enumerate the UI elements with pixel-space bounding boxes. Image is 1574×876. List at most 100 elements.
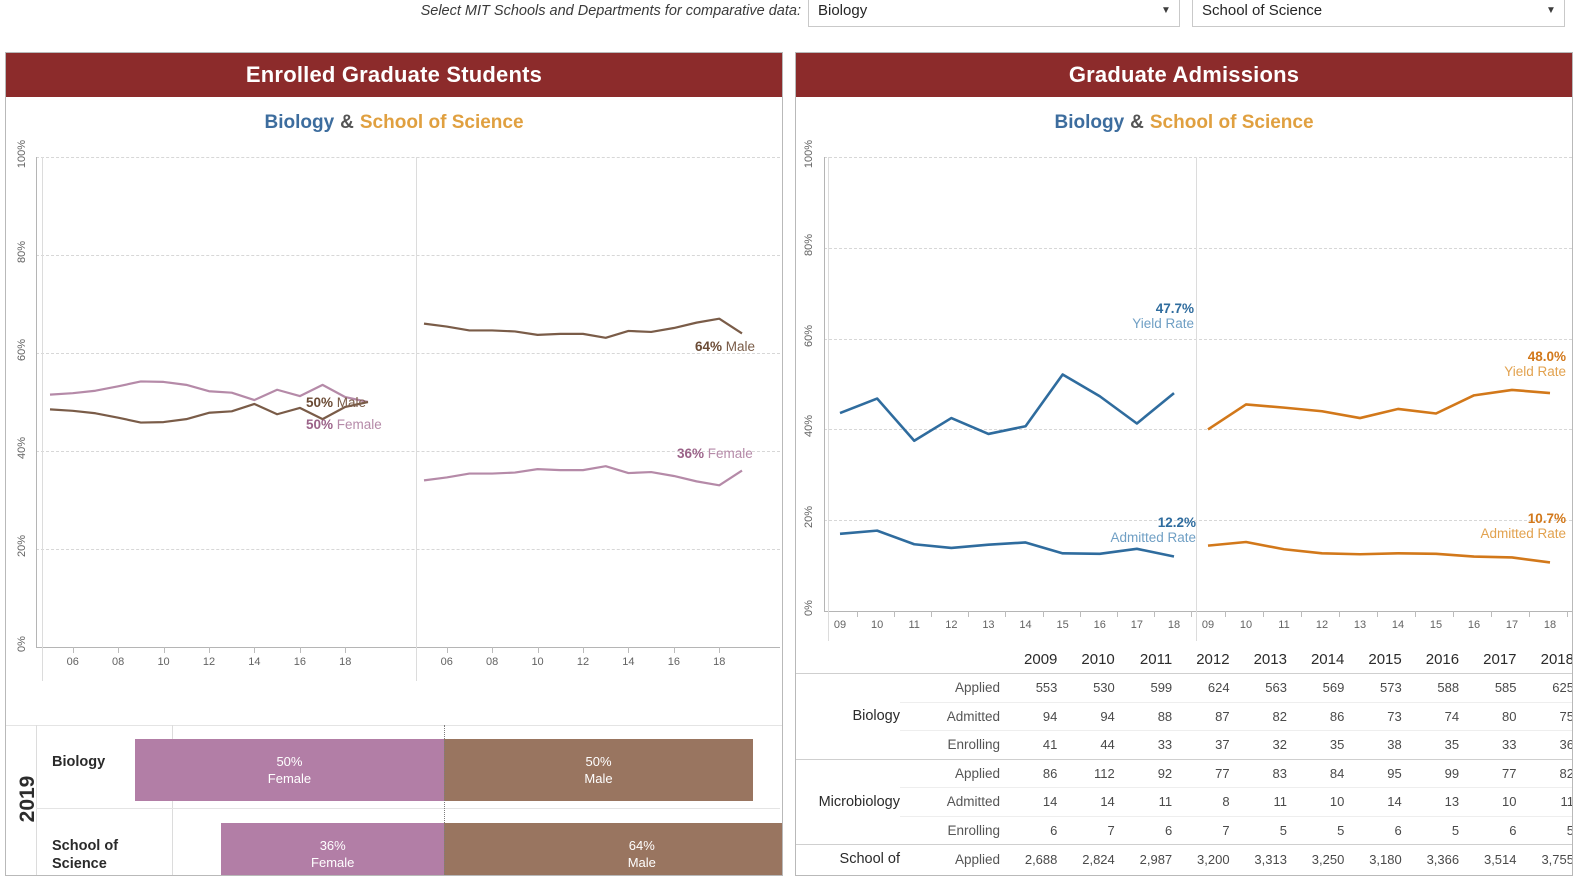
table-row[interactable]: Admitted 94 94 88 87 82 86 73 74 80 75 bbox=[796, 701, 1572, 731]
table-cell: 563 bbox=[1229, 673, 1287, 702]
gridline bbox=[36, 549, 780, 550]
table-row[interactable]: Microbiology Applied 86 112 92 77 83 84 95 99 77 82 bbox=[796, 758, 1572, 845]
enrolled-gender-bar-chart[interactable]: 2019 Biology 50% Female 50% Male School of Sci… bbox=[6, 725, 782, 875]
table-column-header: 2013 bbox=[1253, 650, 1287, 668]
table-cell: 74 bbox=[1401, 701, 1460, 731]
x-axis-tick bbox=[1042, 611, 1044, 617]
table-cell: 11 bbox=[1229, 787, 1287, 816]
table-cell: 585 bbox=[1459, 673, 1517, 702]
gridline bbox=[824, 157, 1572, 158]
x-axis-tick bbox=[492, 647, 494, 653]
x-axis-tick-label: 11 bbox=[1278, 619, 1290, 631]
bar-label-female-pct: 36% Female bbox=[311, 838, 355, 870]
table-row[interactable]: School of Applied 2,688 2,824 2,987 3,200 3,31… bbox=[796, 844, 1572, 873]
school-select-value: School of Science bbox=[1202, 2, 1323, 19]
y-axis-tick-label: 0% bbox=[803, 600, 815, 616]
annot-sos-admitted-word: Admitted Rate bbox=[1480, 526, 1566, 541]
table-cell: 86 bbox=[1286, 701, 1345, 731]
table-cell: 573 bbox=[1344, 673, 1402, 702]
table-cell: 6 bbox=[1114, 815, 1173, 845]
y-axis-line bbox=[824, 157, 825, 611]
x-axis-tick bbox=[1263, 611, 1264, 617]
table-row[interactable]: Enrolling6767556565 bbox=[796, 815, 1572, 845]
enrolled-graduate-students-panel: Enrolled Graduate Students Biology & Sch… bbox=[5, 52, 783, 876]
bar-segment-male[interactable]: 64% Male bbox=[444, 823, 782, 875]
x-axis-tick-label: 17 bbox=[1130, 619, 1143, 631]
chevron-down-icon: ▼ bbox=[1161, 5, 1171, 16]
annot-sos-female-value: 36% bbox=[677, 446, 705, 461]
table-metric-label: Applied bbox=[900, 673, 1000, 702]
annot-biology-female: 50% Female bbox=[306, 417, 382, 432]
x-axis-tick-label: 14 bbox=[1391, 619, 1405, 631]
subplot-divider bbox=[1196, 157, 1197, 641]
annot-sos-male-word: Male bbox=[722, 339, 756, 354]
table-row[interactable]: Admitted 14 14 11 8 11 10 14 13 10 11 bbox=[796, 787, 1572, 816]
bar-label-male-word: Male bbox=[584, 771, 613, 786]
x-axis-tick bbox=[209, 647, 210, 653]
subtitle-ampersand: & bbox=[1130, 112, 1144, 133]
admissions-line-charts[interactable]: 0% 20% 40% 60% 80% 100% 09 10 11 12 13 14 15 16 17 18 09… bbox=[796, 140, 1572, 709]
subtitle-ampersand: & bbox=[340, 112, 354, 133]
bar-segment-female[interactable]: 50% Female bbox=[134, 739, 444, 801]
table-row[interactable]: Biology Applied 553 530 599 624 563 569 573 588 58… bbox=[796, 673, 1572, 759]
x-axis-tick-label: 12 bbox=[576, 656, 590, 668]
x-axis-tick-label: 16 bbox=[667, 656, 680, 668]
table-cell: 11 bbox=[1516, 787, 1572, 816]
table-row[interactable]: Enrolling 41 44 33 37 32 35 38 35 33 36 bbox=[796, 730, 1572, 759]
panel-title-admissions: Graduate Admissions bbox=[796, 53, 1572, 97]
x-axis-tick-label: 17 bbox=[1505, 619, 1519, 631]
bar-label-female-word: Female bbox=[311, 855, 355, 870]
x-axis-tick-label: 16 bbox=[1093, 619, 1106, 631]
bar-zero-divider bbox=[444, 725, 445, 875]
x-axis-tick-label: 12 bbox=[945, 619, 958, 631]
x-axis-tick bbox=[1116, 611, 1118, 617]
x-axis-tick bbox=[1415, 611, 1416, 617]
bar-row-label: School of Science bbox=[52, 838, 119, 872]
bar-segment-male[interactable]: 50% Male bbox=[444, 739, 754, 801]
table-metric-label: Enrolling bbox=[900, 730, 1000, 759]
bar-segment-female[interactable]: 36% Female bbox=[221, 823, 444, 875]
gridline bbox=[824, 247, 1572, 249]
bar-label-female-pct: 50% Female bbox=[267, 754, 312, 786]
y-axis-tick-label: 60% bbox=[16, 338, 28, 362]
table-metric-label: Applied bbox=[900, 758, 1000, 788]
table-cell: 2,688 bbox=[1000, 844, 1058, 873]
gridline bbox=[824, 520, 1572, 522]
subplot-divider bbox=[416, 157, 417, 681]
bar-row-separator bbox=[36, 808, 780, 809]
table-cell: 14 bbox=[1344, 787, 1402, 816]
table-cell: 80 bbox=[1459, 701, 1517, 731]
admissions-data-table[interactable]: 2009 2010 2011 2012 2013 2014 2015 2016 2017 2018… bbox=[796, 645, 1572, 873]
table-cell: 6 bbox=[1000, 815, 1058, 845]
bar-section-year-label: 2019 bbox=[16, 775, 39, 823]
selector-toolbar: Select MIT Schools and Departments for c… bbox=[0, 0, 1574, 44]
table-column-header: 2012 bbox=[1196, 650, 1230, 668]
table-cell: 33 bbox=[1459, 730, 1517, 759]
school-select[interactable]: School of Science ▼ bbox=[1192, 0, 1565, 27]
table-column-header: 2009 bbox=[1024, 650, 1058, 668]
x-axis-tick-label: 13 bbox=[1353, 619, 1367, 631]
department-select[interactable]: Biology ▼ bbox=[808, 0, 1180, 27]
table-cell: 86 bbox=[1000, 758, 1058, 788]
table-cell: 7 bbox=[1057, 815, 1115, 845]
annot-biology-admitted-word: Admitted Rate bbox=[1110, 530, 1196, 545]
x-axis-tick-label: 10 bbox=[870, 619, 884, 631]
x-axis-tick-label: 08 bbox=[486, 656, 499, 668]
x-axis-tick-label: 18 bbox=[1543, 619, 1557, 631]
table-cell: 5 bbox=[1286, 815, 1345, 845]
y-axis-tick-label: 40% bbox=[16, 436, 28, 460]
table-cell: 44 bbox=[1057, 730, 1115, 759]
gridline bbox=[36, 157, 780, 158]
gridline bbox=[36, 353, 780, 354]
table-cell: 624 bbox=[1172, 673, 1230, 702]
x-axis-tick-label: 10 bbox=[157, 656, 170, 668]
table-cell: 87 bbox=[1172, 701, 1230, 731]
table-group-label: Biology bbox=[796, 673, 900, 759]
table-metric-label: Admitted bbox=[900, 787, 1000, 816]
enrolled-line-charts[interactable]: 0% 20% 40% 60% 80% 100% 06 08 10 12 14 16 18 06 08 10 12… bbox=[6, 140, 782, 727]
x-axis-line bbox=[824, 611, 1572, 612]
table-cell: 99 bbox=[1401, 758, 1460, 788]
table-cell: 553 bbox=[1000, 673, 1058, 702]
chevron-down-icon: ▼ bbox=[1546, 5, 1556, 16]
annot-biology-yield: 47.7% Yield Rate bbox=[1034, 301, 1194, 331]
